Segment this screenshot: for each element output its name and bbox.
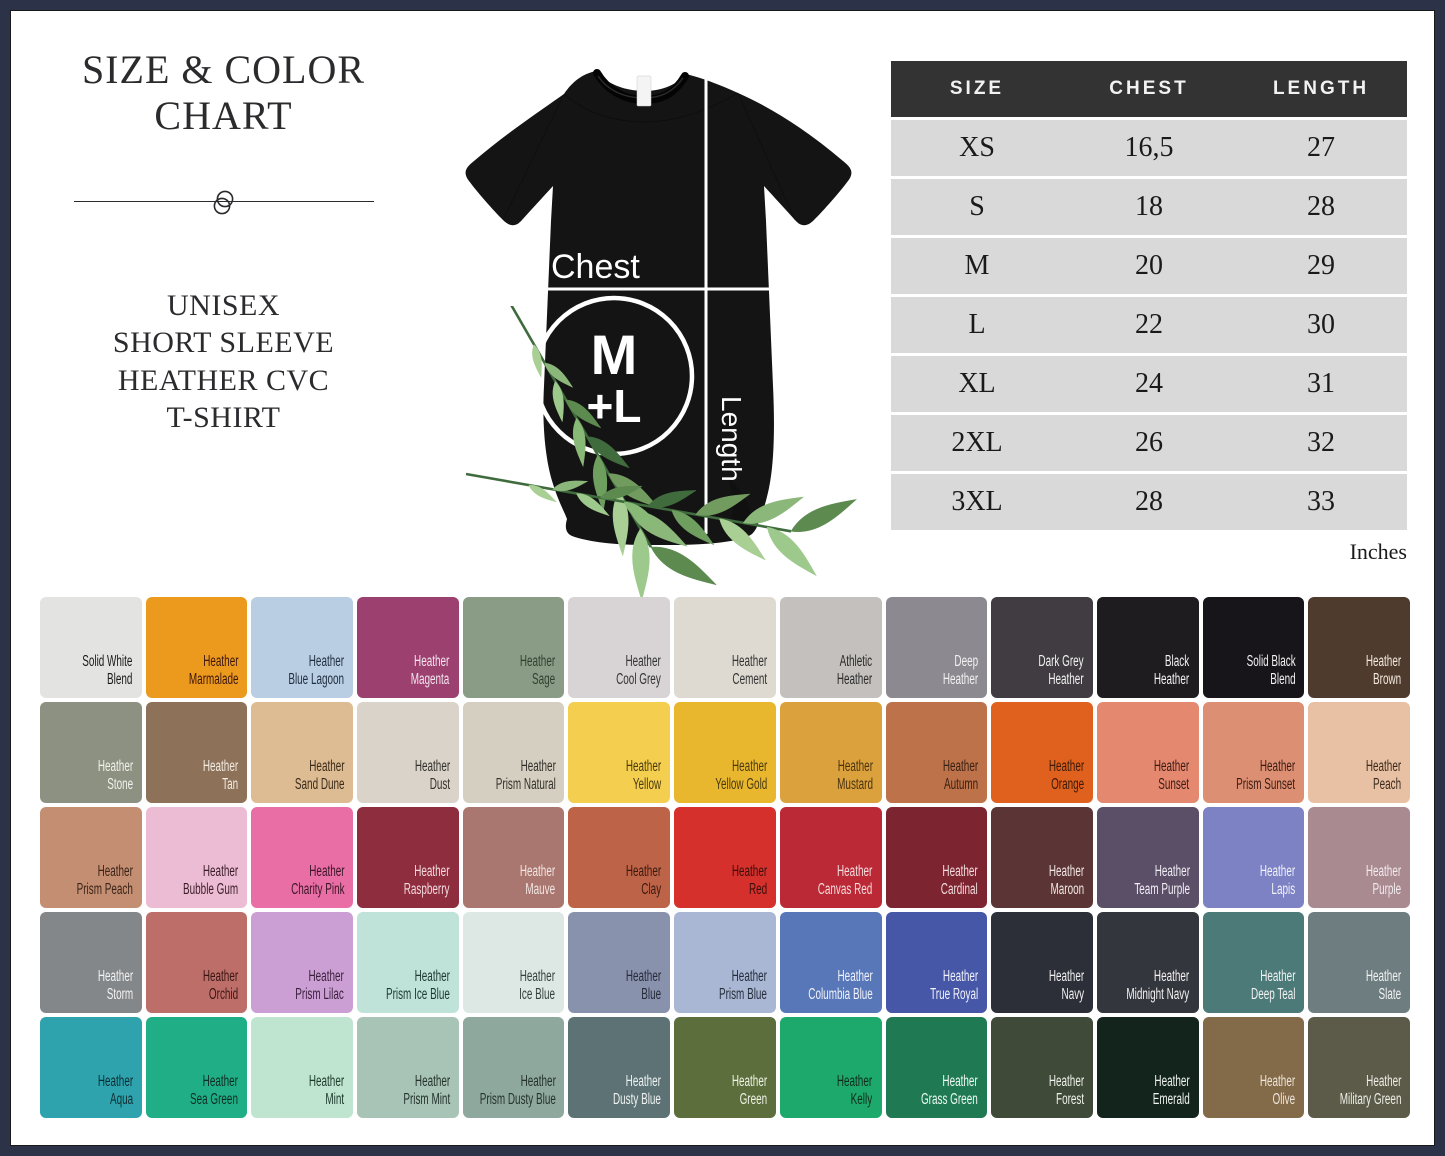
svg-text:Chest: Chest [551, 248, 640, 286]
